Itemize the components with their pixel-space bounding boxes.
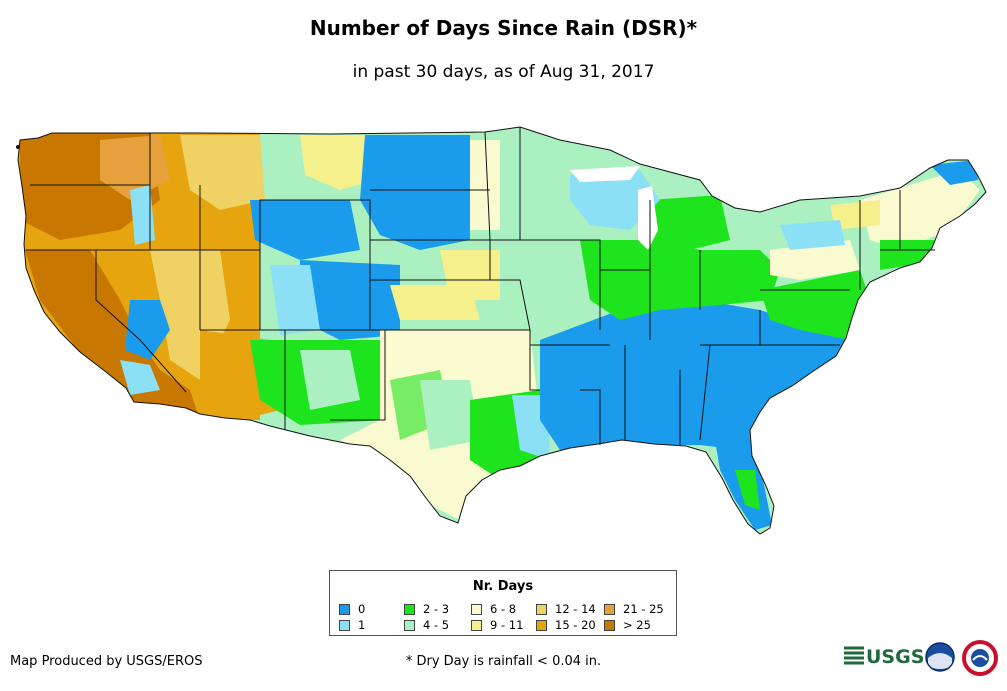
- legend-swatch: [604, 603, 615, 615]
- usgs-logo: USGS: [844, 646, 924, 668]
- legend-item-8: 21 - 25: [604, 602, 664, 616]
- us-days-since-rain-map: [16, 126, 987, 535]
- legend: Nr. Days 0 1 2 - 3 4 - 5 6 - 8 9 - 11 12…: [329, 570, 677, 636]
- legend-label: 1: [358, 618, 366, 632]
- legend-label: > 25: [623, 618, 651, 632]
- legend-label: 2 - 3: [423, 602, 450, 616]
- legend-label: 4 - 5: [423, 618, 450, 632]
- map-subtitle: in past 30 days, as of Aug 31, 2017: [352, 62, 655, 82]
- legend-swatch: [604, 619, 615, 631]
- legend-swatch: [404, 619, 415, 631]
- noaa-icon: [925, 642, 955, 672]
- legend-label: 6 - 8: [490, 602, 517, 616]
- legend-swatch: [404, 603, 415, 615]
- legend-item-7: 15 - 20: [536, 618, 596, 632]
- legend-swatch: [536, 603, 547, 615]
- legend-label: 9 - 11: [490, 618, 524, 632]
- legend-swatch: [536, 619, 547, 631]
- agency-logos: USGS: [844, 640, 998, 676]
- legend-item-1: 1: [339, 618, 365, 632]
- legend-item-2: 2 - 3: [404, 602, 449, 616]
- legend-swatch: [471, 619, 482, 631]
- map-title: Number of Days Since Rain (DSR)*: [309, 16, 698, 40]
- legend-item-5: 9 - 11: [471, 618, 523, 632]
- legend-swatch: [339, 619, 350, 631]
- legend-item-9: > 25: [604, 618, 651, 632]
- legend-item-6: 12 - 14: [536, 602, 596, 616]
- legend-swatch: [339, 603, 350, 615]
- legend-title: Nr. Days: [472, 579, 534, 594]
- legend-item-3: 4 - 5: [404, 618, 449, 632]
- dry-day-footnote: * Dry Day is rainfall < 0.04 in.: [405, 654, 602, 669]
- national-weather-service-icon: [962, 640, 998, 676]
- map-credit: Map Produced by USGS/EROS: [10, 654, 203, 669]
- legend-label: 15 - 20: [555, 618, 596, 632]
- legend-item-0: 0: [339, 602, 365, 616]
- legend-swatch: [471, 603, 482, 615]
- legend-label: 21 - 25: [623, 602, 664, 616]
- usgs-logo-text: USGS: [866, 646, 924, 668]
- legend-label: 0: [358, 602, 366, 616]
- legend-item-4: 6 - 8: [471, 602, 516, 616]
- legend-label: 12 - 14: [555, 602, 596, 616]
